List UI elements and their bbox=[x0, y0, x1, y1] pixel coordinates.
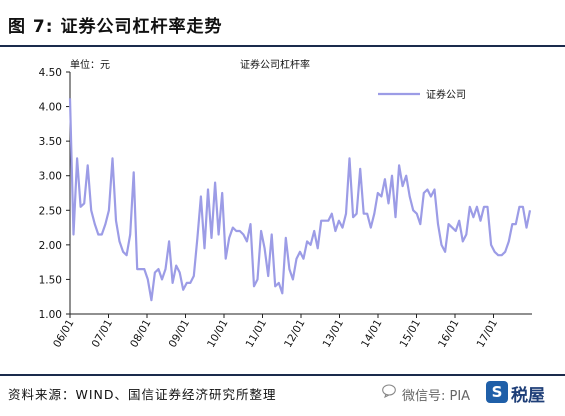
logo-text: 税屋 bbox=[511, 386, 545, 406]
y-tick-label: 4.00 bbox=[39, 102, 62, 114]
y-tick-label: 4.50 bbox=[39, 67, 62, 79]
chart-legend: 证券公司 bbox=[378, 88, 466, 101]
series-line bbox=[68, 98, 532, 302]
x-tick-label: 17/01 bbox=[475, 318, 501, 350]
figure-title: 图 7: 证券公司杠杆率走势 bbox=[8, 17, 223, 37]
x-tick-label: 10/01 bbox=[205, 318, 231, 350]
x-tick-label: 07/01 bbox=[90, 318, 116, 350]
y-tick-label: 2.00 bbox=[39, 240, 62, 252]
figure-header: 图 7: 证券公司杠杆率走势 bbox=[0, 0, 565, 46]
chart-title: 证券公司杠杆率 bbox=[240, 58, 310, 71]
footer-rule bbox=[0, 374, 565, 376]
watermark-text: 微信号: PIA bbox=[402, 389, 471, 404]
logo-icon bbox=[486, 381, 508, 403]
header-rule bbox=[0, 45, 565, 47]
source-note: 资料来源：WIND、国信证券经济研究所整理 bbox=[8, 387, 277, 402]
chart-area: 单位：元 证券公司杠杆率 1.00 1.50 2.00 2.50 3.00 3.50 4.0… bbox=[0, 48, 565, 373]
y-tick-label: 1.50 bbox=[39, 274, 62, 286]
x-tick-label: 15/01 bbox=[398, 318, 424, 350]
y-tick-label: 2.50 bbox=[39, 205, 62, 217]
x-tick-label: 08/01 bbox=[128, 318, 154, 350]
wechat-icon bbox=[382, 384, 396, 398]
leverage-line-chart: 单位：元 证券公司杠杆率 1.00 1.50 2.00 2.50 3.00 3.50 4.0… bbox=[39, 58, 532, 350]
legend-label: 证券公司 bbox=[426, 88, 466, 101]
x-tick-label: 14/01 bbox=[359, 318, 385, 350]
y-tick-label: 3.50 bbox=[39, 136, 62, 148]
x-tick-label: 11/01 bbox=[244, 318, 270, 350]
x-tick-label: 12/01 bbox=[282, 318, 308, 350]
y-tick-label: 1.00 bbox=[39, 309, 62, 321]
x-tick-label: 16/01 bbox=[436, 318, 462, 350]
unit-label: 单位：元 bbox=[70, 58, 110, 71]
x-tick-label: 09/01 bbox=[167, 318, 193, 350]
y-tick-label: 3.00 bbox=[39, 171, 62, 183]
x-tick-label: 06/01 bbox=[51, 318, 77, 350]
x-tick-label: 13/01 bbox=[321, 318, 347, 350]
